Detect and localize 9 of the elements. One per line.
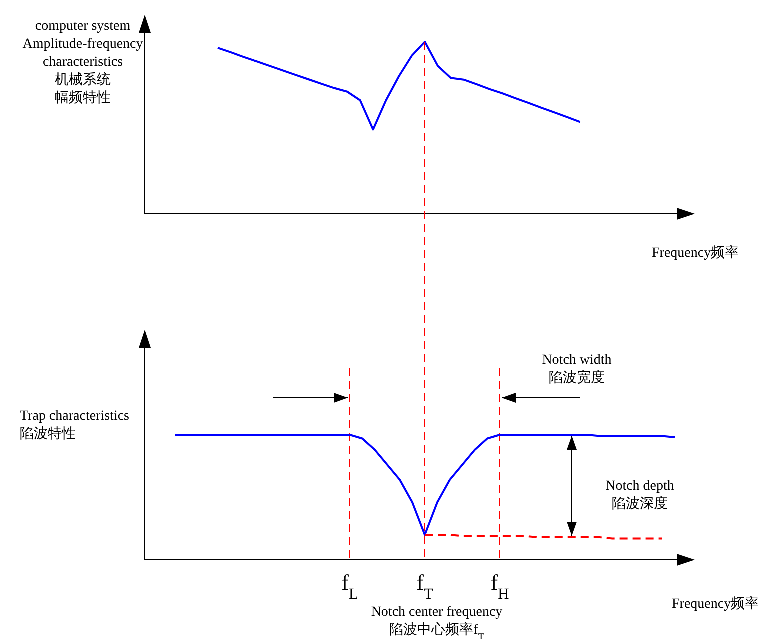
x-tick-label: f$_{T}$: [416, 570, 434, 602]
x-tick-label: f$_{L}$: [342, 570, 358, 602]
annotation: Notch depth 陷波深度: [606, 479, 674, 512]
text: Notch width 陷波宽度: [542, 353, 612, 386]
x-axis-title: Frequency频率: [672, 596, 760, 612]
x-axis-title: Frequency频率: [652, 245, 740, 261]
y-axis-title: Trap characteristics 陷波特性: [20, 409, 130, 442]
x-tick-label: f$_{H}$: [490, 570, 510, 602]
y-axis-title: computer system Amplitude-frequency characteristics 机械系统幅频特性: [22, 19, 144, 106]
